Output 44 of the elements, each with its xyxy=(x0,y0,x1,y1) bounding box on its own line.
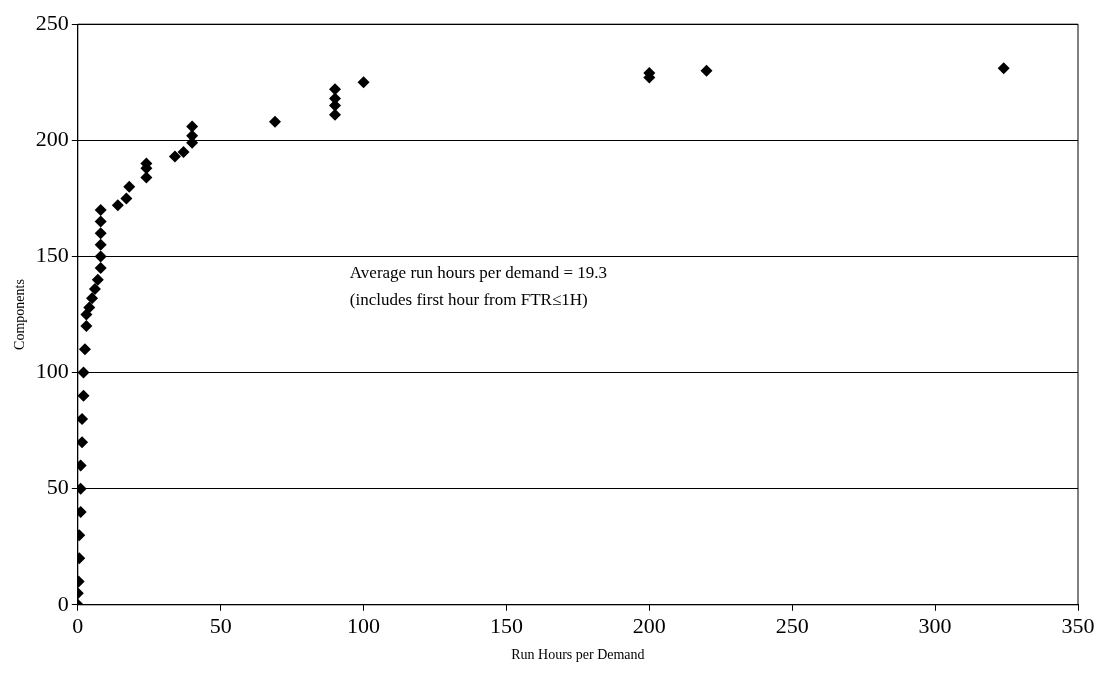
point xyxy=(77,366,90,379)
point xyxy=(186,120,199,133)
point xyxy=(268,115,281,128)
y-tick-label: 200 xyxy=(35,126,69,152)
x-tick-label: 350 xyxy=(1061,612,1095,638)
point xyxy=(997,62,1010,75)
y-tick-label: 0 xyxy=(57,590,69,616)
point xyxy=(94,250,107,263)
point xyxy=(168,150,181,163)
point xyxy=(94,215,107,228)
y-tick-label: 250 xyxy=(35,9,69,35)
point xyxy=(700,64,713,77)
point xyxy=(120,192,133,205)
x-tick-label: 250 xyxy=(775,612,809,638)
point xyxy=(83,301,96,314)
y-tick-label: 100 xyxy=(35,358,69,384)
x-tick-label: 150 xyxy=(489,612,523,638)
x-tick-label: 50 xyxy=(209,612,232,638)
point xyxy=(140,171,153,184)
point xyxy=(91,273,104,286)
point xyxy=(123,180,136,193)
point xyxy=(86,292,99,305)
y-tick-label: 50 xyxy=(46,474,69,500)
point xyxy=(77,413,89,426)
point xyxy=(88,282,101,295)
point xyxy=(94,203,107,216)
point xyxy=(94,227,107,240)
y-axis-title: Components xyxy=(12,279,28,350)
annotation: Average run hours per demand = 19.3 xyxy=(349,263,607,283)
point xyxy=(177,145,190,158)
point xyxy=(357,76,370,89)
point xyxy=(78,343,91,356)
annotation: (includes first hour from FTR≤1H) xyxy=(349,290,588,310)
point xyxy=(94,238,107,251)
point xyxy=(77,436,89,449)
point xyxy=(94,262,107,275)
x-tick-label: 200 xyxy=(632,612,666,638)
point xyxy=(77,389,90,402)
x-axis-title: Run Hours per Demand xyxy=(511,647,645,663)
y-tick-label: 150 xyxy=(35,242,69,268)
point xyxy=(111,199,124,212)
x-tick-label: 100 xyxy=(347,612,381,638)
x-tick-label: 300 xyxy=(918,612,952,638)
point xyxy=(80,320,93,333)
